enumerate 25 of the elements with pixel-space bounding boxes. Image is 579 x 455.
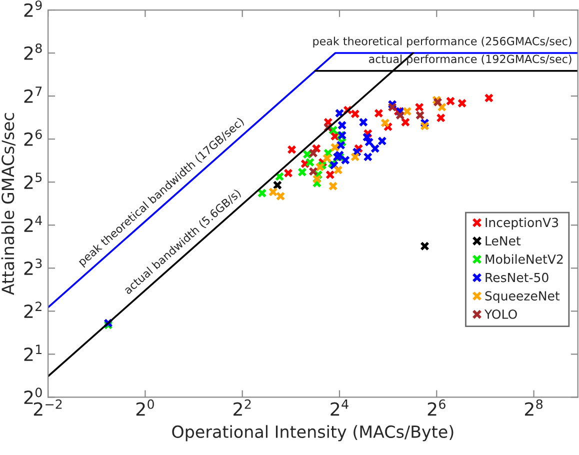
legend-label: YOLO — [484, 309, 517, 319]
annotation: peak theoretical performance (256GMACs/sec) — [313, 36, 572, 48]
y-tick-label: 2$^{5}$ — [24, 172, 42, 189]
legend-label: SqueezeNet — [485, 291, 560, 304]
x-tick-label: 2$^{4}$ — [330, 400, 348, 416]
y-tick-label: 2$^{3}$ — [24, 258, 42, 275]
x-tick-label: 2$^{8}$ — [525, 399, 543, 416]
y-tick-label: 2$^{4}$ — [24, 216, 42, 232]
x-tick-label: 2$^{2}$ — [234, 399, 251, 416]
legend-label: ResNet-50 — [486, 272, 548, 282]
x-tick-label: 2$^{−2}$ — [34, 399, 62, 416]
annotation: actual performance (192GMACs/sec) — [369, 54, 572, 66]
y-tick-label: 2$^{9}$ — [24, 0, 42, 17]
y-tick-label: 2$^{1}$ — [24, 344, 42, 361]
x-tick-label: 2$^{6}$ — [428, 399, 446, 416]
y-tick-label: 2$^{8}$ — [24, 43, 42, 60]
y-axis-title: Attainable GMACs/sec — [1, 113, 16, 295]
x-axis-title: Operational Intensity (MACs/Byte) — [172, 425, 454, 442]
y-tick-label: 2$^{6}$ — [24, 130, 42, 146]
x-tick-label: 2$^{0}$ — [136, 399, 154, 416]
legend-label: LeNet — [486, 236, 521, 246]
legend-label: MobileNetV2 — [486, 254, 563, 264]
legend-label: InceptionV3 — [486, 218, 558, 230]
y-tick-label: 2$^{7}$ — [24, 86, 42, 103]
y-tick-label: 2$^{2}$ — [24, 302, 42, 318]
